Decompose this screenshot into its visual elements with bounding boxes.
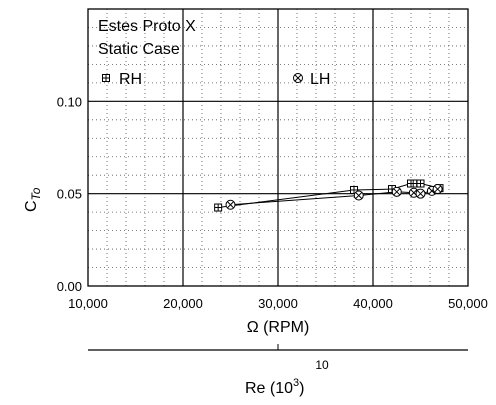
secondary-axis-tick-label: 10 xyxy=(315,358,329,372)
secondary-axis-label-end: ) xyxy=(299,380,304,397)
y-axis-label-main: C xyxy=(23,200,40,212)
x-tick-label: 20,000 xyxy=(163,296,203,311)
x-axis-ticks: 10,000 20,000 30,000 40,000 50,000 xyxy=(68,296,488,311)
y-axis-label-sub: To xyxy=(29,187,43,200)
lh-data-point xyxy=(391,186,402,197)
rh-data-point xyxy=(416,179,425,188)
plot-frame xyxy=(87,8,469,287)
legend: RH LH xyxy=(102,71,330,88)
legend-label-lh: LH xyxy=(310,71,330,88)
x-axis-label: Ω (RPM) xyxy=(247,319,310,336)
legend-label-rh: RH xyxy=(119,71,142,88)
chart-title: Estes Proto X xyxy=(98,18,196,35)
lh-marker-diag2 xyxy=(417,190,424,198)
rh-data-point xyxy=(214,203,223,212)
secondary-axis-label-sup: 3 xyxy=(293,377,299,389)
x-tick-label: 50,000 xyxy=(448,296,488,311)
y-axis-ticks: 0.00 0.05 0.10 xyxy=(57,94,82,294)
legend-marker-rh xyxy=(102,74,110,82)
y-axis-label: CTo xyxy=(23,187,43,212)
lh-data-point xyxy=(353,190,364,201)
legend-marker-lh xyxy=(293,73,303,83)
major-grid xyxy=(88,9,468,286)
x-tick-label: 30,000 xyxy=(258,296,298,311)
lh-data-point xyxy=(415,188,426,199)
lh-data-point xyxy=(432,184,443,195)
lh-marker-diag2 xyxy=(227,201,234,209)
lh-marker-diag2 xyxy=(434,185,441,193)
lh-marker-diag2 xyxy=(393,188,401,196)
lh-data-point xyxy=(225,199,236,210)
y-tick-label: 0.00 xyxy=(57,279,82,294)
lh-marker-diag2 xyxy=(410,189,418,197)
minor-grid xyxy=(88,9,468,286)
rh-series-line xyxy=(218,183,440,208)
chart-subtitle: Static Case xyxy=(98,41,180,58)
secondary-axis-label-main: Re (10 xyxy=(245,380,293,397)
rh-data-point xyxy=(350,185,358,194)
y-tick-label: 0.05 xyxy=(57,187,82,202)
secondary-axis-label: Re (103) xyxy=(245,377,304,397)
y-tick-label: 0.10 xyxy=(57,94,82,109)
lh-series-line xyxy=(230,188,438,206)
series-layer xyxy=(214,179,444,212)
lh-marker-diag2 xyxy=(355,192,363,199)
x-tick-label: 40,000 xyxy=(353,296,393,311)
x-tick-label: 10,000 xyxy=(68,296,108,311)
